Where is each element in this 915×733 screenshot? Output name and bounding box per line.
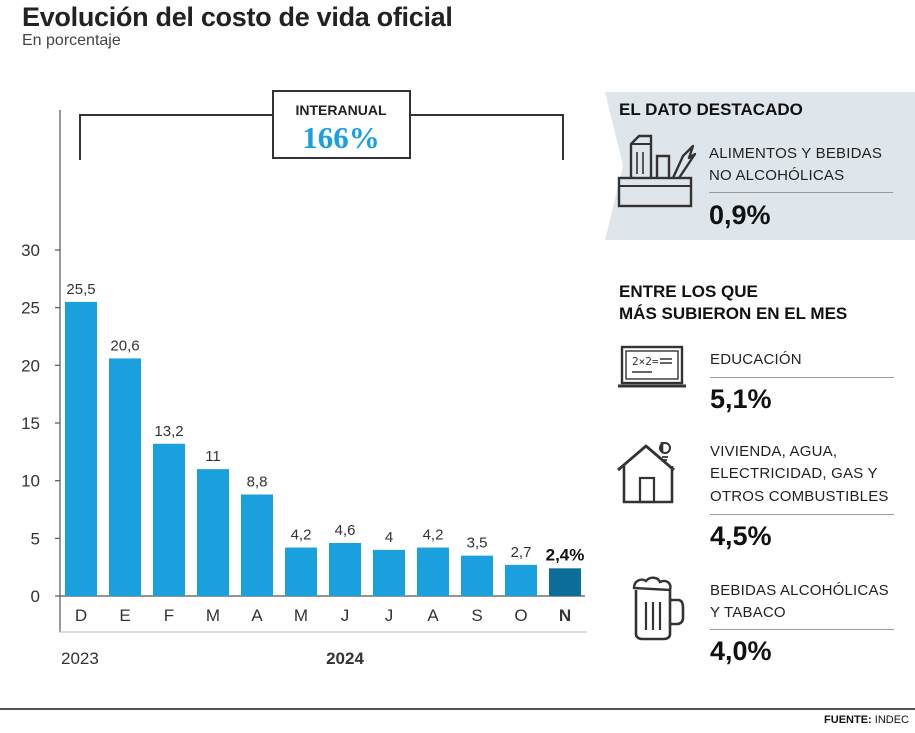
value-label: 2,7 [511, 544, 532, 561]
year-label: 2023 [61, 649, 99, 668]
bar [153, 443, 185, 596]
bar [373, 549, 405, 596]
bar [461, 555, 493, 596]
value-label: 3,5 [467, 535, 488, 552]
category-label: M [206, 606, 220, 625]
risers-item-line: EDUCACIÓN [710, 351, 802, 368]
category-label: M [294, 606, 308, 625]
svg-text:2×2=: 2×2= [632, 355, 659, 368]
risers-title-line: MÁS SUBIERON EN EL MES [619, 304, 848, 323]
chart-title: Evolución del costo de vida oficial [22, 2, 453, 32]
risers-item-line: BEBIDAS ALCOHÓLICAS [710, 582, 889, 599]
value-label: 11 [205, 448, 221, 465]
interanual-value: 166% [302, 120, 380, 155]
category-label: E [119, 606, 130, 625]
value-labels-group: 25,5 20,6 13,2 11 8,8 4,2 4,6 4 4,2 3,5 2,7 2,4% [66, 281, 584, 564]
value-label: 13,2 [154, 423, 183, 440]
value-label: 2,4% [546, 545, 585, 564]
bar [549, 568, 581, 596]
risers-divider [710, 629, 894, 630]
risers-divider [710, 377, 894, 378]
featured-panel: EL DATO DESTACADO ALIMENTOS Y BEBIDAS NO… [605, 92, 915, 240]
category-label: S [471, 606, 482, 625]
value-label: 4 [385, 529, 393, 546]
blackboard-icon: 2×2= [618, 345, 686, 388]
bar [65, 301, 97, 596]
grocery-basket-icon [617, 134, 697, 208]
y-tick-label: 25 [21, 299, 40, 318]
source-value: INDEC [874, 714, 909, 726]
category-label: J [385, 606, 394, 625]
value-label: 4,2 [423, 527, 444, 544]
house-icon [617, 442, 675, 504]
featured-item-value: 0,9% [709, 200, 771, 230]
bar [417, 547, 449, 596]
interanual-label: INTERANUAL [296, 102, 387, 118]
risers-item-line: Y TABACO [710, 604, 786, 621]
category-label: O [514, 606, 527, 625]
bars-group [65, 301, 581, 596]
year-labels-group: 2023 2024 [59, 631, 587, 668]
category-label: A [427, 606, 439, 625]
risers-item-line: ELECTRICIDAD, GAS Y [710, 465, 878, 482]
risers-title-line: ENTRE LOS QUE [619, 282, 758, 301]
bar [505, 564, 537, 596]
y-tick-label: 10 [21, 472, 40, 491]
value-label: 4,2 [291, 527, 312, 544]
featured-title: EL DATO DESTACADO [619, 100, 803, 119]
risers-item-line: VIVIENDA, AGUA, [710, 443, 838, 460]
beer-mug-icon [632, 576, 685, 641]
y-tick-label: 20 [21, 356, 40, 375]
y-tick-label: 0 [31, 587, 40, 606]
risers-divider [710, 514, 894, 515]
featured-divider [709, 192, 893, 193]
y-tick-label: 5 [31, 529, 40, 548]
y-tick-label: 15 [21, 414, 40, 433]
risers-item-line: OTROS COMBUSTIBLES [710, 488, 889, 505]
bar [109, 358, 141, 596]
bar [329, 542, 361, 596]
source-label: FUENTE: [824, 714, 872, 726]
source-note: FUENTE: INDEC [824, 714, 909, 726]
bar-chart: 0 5 10 15 20 25 30 25,5 20,6 13,2 11 8,8 4,2 4,6 4 4,2… [21, 90, 587, 668]
interanual-bracket: INTERANUAL 166% [79, 90, 564, 160]
value-label: 8,8 [247, 474, 268, 491]
y-axis-ticks: 0 5 10 15 20 25 30 [21, 241, 60, 606]
risers-item-value: 4,0% [710, 636, 772, 666]
category-label: A [251, 606, 263, 625]
bar [285, 547, 317, 596]
value-label: 4,6 [335, 522, 356, 539]
value-label: 25,5 [66, 281, 95, 298]
featured-item-line: ALIMENTOS Y BEBIDAS [709, 145, 883, 162]
value-label: 20,6 [110, 337, 139, 354]
chart-subtitle: En porcentaje [22, 32, 121, 49]
year-label: 2024 [326, 649, 364, 668]
y-tick-label: 30 [21, 241, 40, 260]
category-label: J [341, 606, 350, 625]
category-label: N [559, 606, 571, 625]
footer-divider [0, 708, 915, 710]
featured-item-line: NO ALCOHÓLICAS [709, 167, 845, 184]
bar [197, 469, 229, 596]
risers-item-value: 5,1% [710, 384, 772, 414]
bar [241, 494, 273, 596]
category-label: D [75, 606, 87, 625]
risers-item-value: 4,5% [710, 521, 772, 551]
category-label: F [164, 606, 174, 625]
